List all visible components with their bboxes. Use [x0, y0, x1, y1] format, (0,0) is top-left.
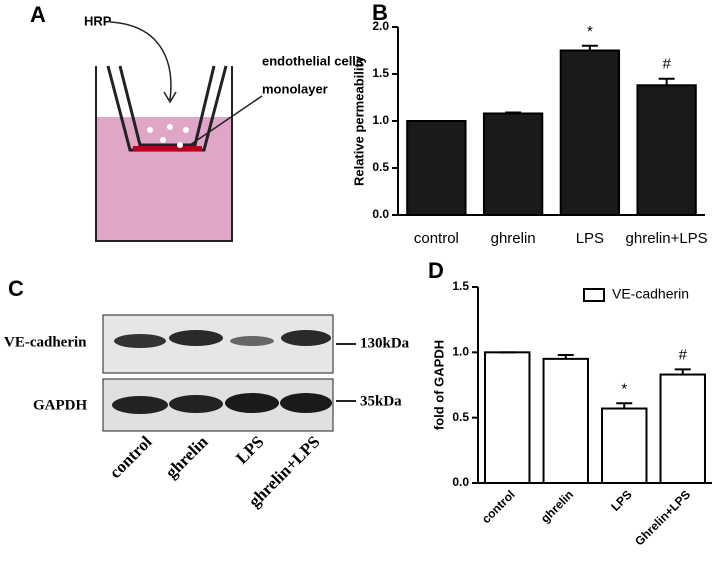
- blot-size: 130kDa: [360, 335, 410, 351]
- annotation: #: [679, 346, 688, 363]
- y-tick-label: 1.5: [452, 279, 469, 293]
- y-tick-label: 2.0: [372, 19, 389, 33]
- diagram-label: monolayer: [262, 81, 328, 96]
- bar: [484, 351, 531, 485]
- medium: [96, 117, 232, 241]
- panel-label: D: [428, 258, 444, 283]
- y-tick-label: 1.0: [372, 113, 389, 127]
- well: [95, 66, 233, 242]
- error-bar: [616, 402, 633, 409]
- x-tick-label: ghrelin+LPS: [626, 230, 708, 247]
- error-bar: [505, 111, 522, 114]
- x-tick-label: ghrelin: [538, 487, 576, 525]
- x-tick-label: ghrelin: [491, 230, 536, 247]
- x-tick-label: Ghrelin+LPS: [632, 487, 693, 548]
- y-axis-label: fold of GAPDH: [431, 340, 446, 430]
- panel-label: B: [372, 0, 388, 25]
- error-bar: [581, 44, 598, 51]
- annotation: *: [621, 380, 627, 397]
- lane-label: control: [106, 432, 156, 482]
- y-tick-label: 1.0: [452, 345, 469, 359]
- western-blot: VE-cadherin GAPDH 130kDa 35kDa: [4, 314, 410, 432]
- y-tick-label: 0.0: [372, 207, 389, 221]
- transwell-diagram: HRP endothelial cells monolayer: [84, 13, 363, 242]
- blot-row-label: VE-cadherin: [4, 334, 87, 350]
- blot-row-label: GAPDH: [33, 397, 87, 413]
- y-axis-label: Relative permeability: [351, 55, 366, 186]
- x-tick-label: LPS: [608, 487, 634, 513]
- panel-label: C: [8, 276, 24, 301]
- diagram-label: endothelial cells: [262, 53, 363, 68]
- annotation: #: [662, 56, 671, 73]
- error-bar: [674, 368, 691, 375]
- lane-label: LPS: [232, 432, 267, 467]
- bar: [659, 373, 706, 484]
- panel-label: A: [30, 2, 46, 27]
- error-bar: [557, 353, 574, 359]
- bar: [601, 407, 648, 484]
- blot-size: 35kDa: [360, 393, 402, 409]
- bar: [542, 357, 589, 484]
- bar: [636, 84, 697, 216]
- x-tick-label: control: [414, 230, 459, 247]
- diagram-label: HRP: [84, 13, 112, 28]
- y-tick-label: 1.5: [372, 66, 389, 80]
- x-tick-label: LPS: [576, 230, 604, 247]
- y-tick-label: 0.5: [452, 410, 469, 424]
- legend-swatch: [583, 288, 605, 302]
- monolayer: [133, 146, 202, 151]
- lane-label: ghrelin: [162, 432, 212, 482]
- bar: [559, 49, 621, 216]
- y-tick-label: 0.5: [372, 160, 389, 174]
- error-bar: [658, 77, 675, 86]
- bar: [406, 120, 467, 216]
- annotation: *: [587, 23, 593, 40]
- bar: [482, 112, 544, 216]
- x-tick-label: control: [479, 487, 518, 526]
- legend-label: VE-cadherin: [612, 286, 689, 302]
- y-tick-label: 0.0: [452, 475, 469, 489]
